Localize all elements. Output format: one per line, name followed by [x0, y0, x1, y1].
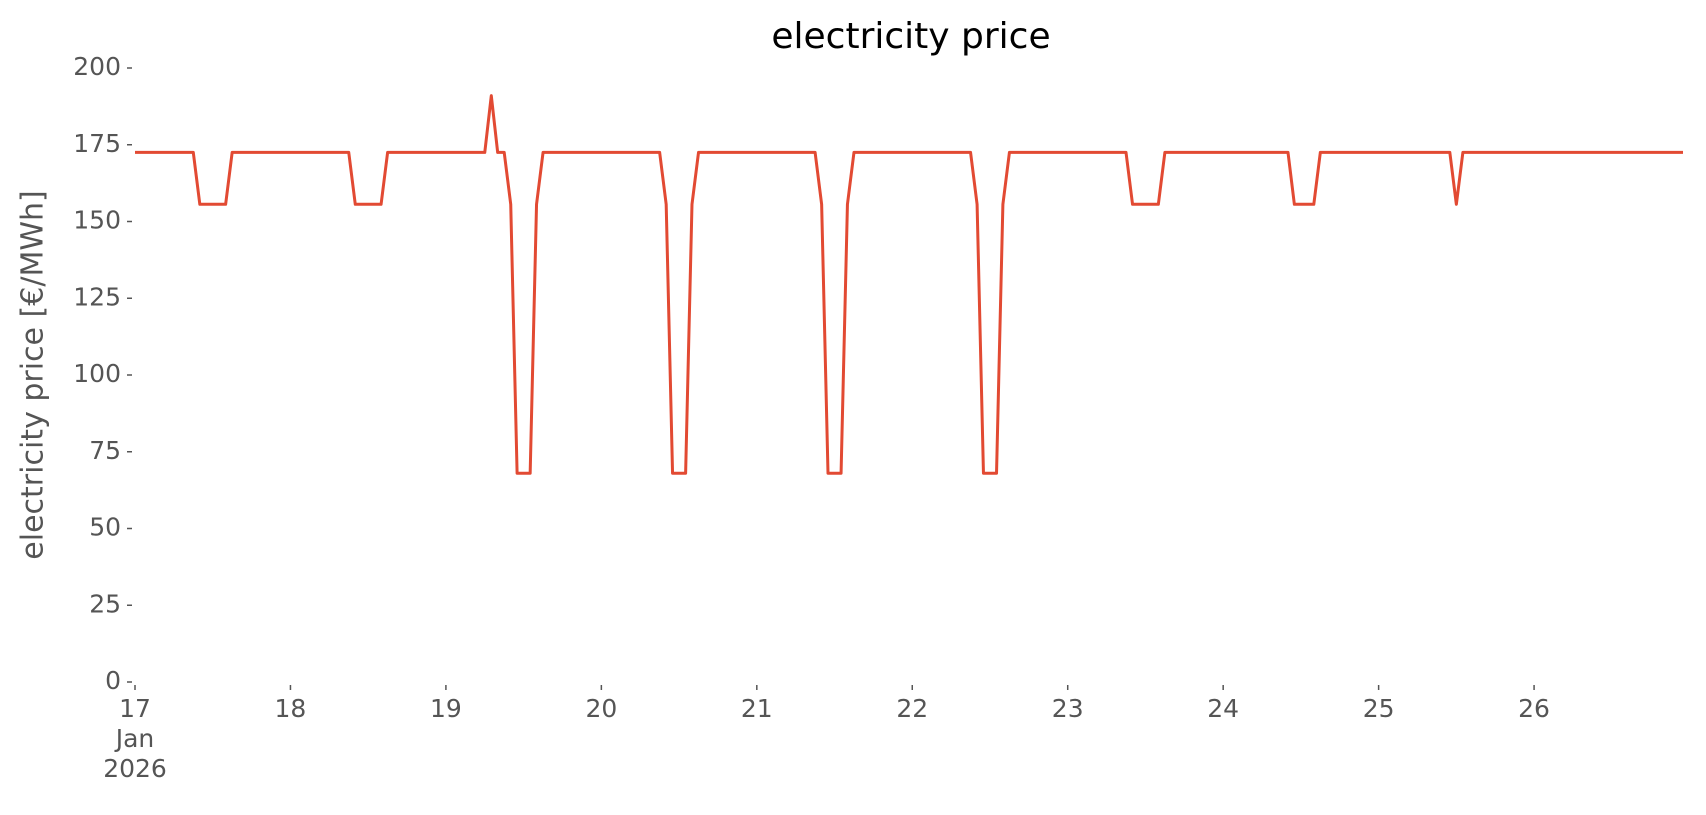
- x-tick-label: 22: [896, 694, 929, 723]
- x-tick-label: 25: [1362, 694, 1395, 723]
- x-tick-label: 23: [1051, 694, 1084, 723]
- y-axis-label: electricity price [€/MWh]: [16, 190, 51, 559]
- x-tick-label: 21: [740, 694, 773, 723]
- x-tick-label: 19: [429, 694, 462, 723]
- y-tick-label: 0: [105, 666, 121, 695]
- y-tick-label: 175: [73, 129, 121, 158]
- x-tick-label: 17 Jan 2026: [103, 694, 167, 783]
- y-tick-label: 100: [73, 359, 121, 388]
- x-tick-label: 26: [1518, 694, 1550, 723]
- x-tick-label: 20: [585, 694, 618, 723]
- y-tick-label: 75: [89, 436, 121, 465]
- y-tick-label: 150: [73, 206, 121, 235]
- x-tick-label: 18: [274, 694, 307, 723]
- chart-title: electricity price: [771, 16, 1050, 57]
- y-tick-label: 25: [89, 589, 121, 618]
- price-line: [135, 94, 1683, 475]
- y-tick-label: 125: [73, 282, 121, 311]
- x-tick-label: 24: [1207, 694, 1240, 723]
- y-tick-label: 200: [73, 52, 121, 81]
- y-tick-label: 50: [89, 513, 121, 542]
